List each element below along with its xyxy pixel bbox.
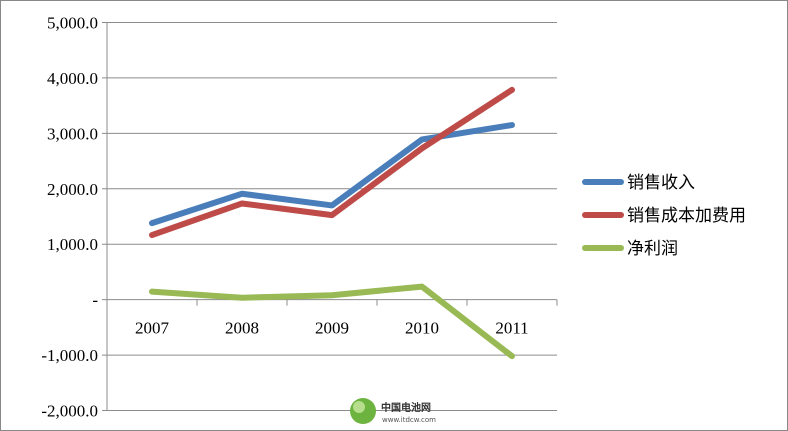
series-line-3: [149, 283, 515, 360]
watermark-url: www.itdcw.com: [382, 416, 436, 424]
logo-highlight-icon: [353, 401, 365, 413]
watermark-name: 中国电池网: [381, 401, 431, 414]
series-line-2: [149, 86, 515, 239]
y-tick-label: -1,000.0: [41, 346, 98, 365]
legend-label: 销售收入: [627, 173, 695, 193]
x-tick-label: 2008: [225, 319, 259, 338]
y-tick-label: 3,000.0: [47, 124, 98, 143]
y-tick-label: 2,000.0: [47, 180, 98, 199]
x-tick-label: 2011: [495, 319, 528, 338]
y-tick-label: -2,000.0: [41, 402, 98, 421]
x-tick-label: 2010: [405, 319, 439, 338]
y-tick-label: 5,000.0: [47, 14, 98, 33]
x-tick-label: 2009: [315, 319, 349, 338]
y-tick-label: 1,000.0: [47, 235, 98, 254]
series-line-1: [149, 122, 515, 227]
x-tick-label: 2007: [135, 319, 170, 338]
legend-label: 净利润: [627, 239, 678, 259]
y-tick-label: 4,000.0: [47, 69, 98, 88]
y-tick-label: -: [92, 291, 98, 310]
legend-label: 销售成本加费用: [627, 206, 746, 226]
